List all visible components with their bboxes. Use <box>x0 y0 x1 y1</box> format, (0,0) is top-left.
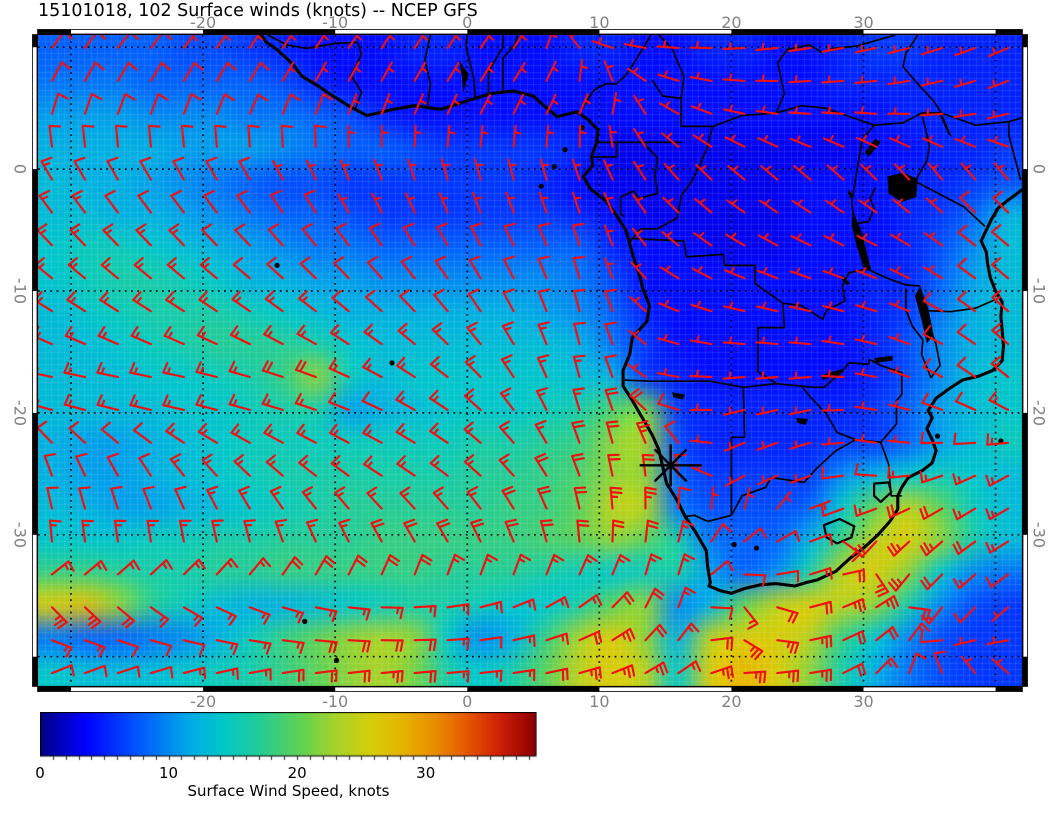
colorbar-tick-label: 30 <box>416 764 436 782</box>
axis-tick-label: -20 <box>190 692 217 711</box>
colorbar-gradient <box>40 712 537 762</box>
colorbar-caption: Surface Wind Speed, knots <box>187 782 390 800</box>
axis-tick-label: 30 <box>853 13 874 32</box>
axis-tick-label: -10 <box>10 277 30 305</box>
axis-tick-label: -20 <box>1029 399 1049 426</box>
axis-tick-label: 0 <box>1029 164 1049 175</box>
colorbar: 0 10 20 30 Surface Wind Speed, knots <box>35 712 537 800</box>
wind-speed-heatmap <box>38 35 1022 686</box>
axis-tick-label: -20 <box>190 13 217 32</box>
axis-tick-label: -30 <box>10 521 30 548</box>
axis-tick-label: 30 <box>853 692 874 711</box>
colorbar-tick-label: 20 <box>287 764 307 782</box>
axis-tick-label: 0 <box>462 692 473 711</box>
axis-tick-label: -30 <box>1029 521 1049 548</box>
axis-tick-label: 0 <box>462 13 473 32</box>
axis-tick-label: -10 <box>1029 277 1049 305</box>
axis-tick-label: -20 <box>10 399 30 426</box>
colorbar-tick-label: 10 <box>159 764 179 782</box>
axis-tick-label: -10 <box>322 13 349 32</box>
axis-tick-label: 10 <box>589 13 610 32</box>
axis-tick-label: -10 <box>322 692 349 711</box>
axis-tick-label: 0 <box>10 164 30 175</box>
colorbar-tick-label: 0 <box>35 764 45 782</box>
axis-tick-label: 20 <box>721 13 742 32</box>
axis-tick-label: 10 <box>589 692 610 711</box>
chart-title: 15101018, 102 Surface winds (knots) -- N… <box>38 1 478 21</box>
axis-tick-label: 20 <box>721 692 742 711</box>
